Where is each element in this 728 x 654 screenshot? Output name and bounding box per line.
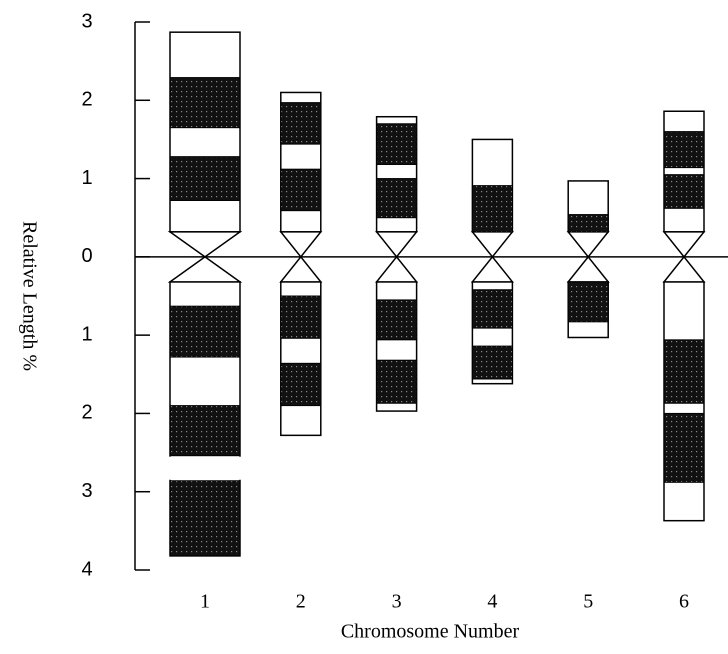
- band: [170, 481, 240, 556]
- band: [664, 340, 704, 403]
- y-tick-label: 2: [81, 402, 92, 424]
- band: [472, 186, 512, 232]
- short-arm: [664, 111, 704, 232]
- band: [377, 179, 417, 218]
- band: [377, 300, 417, 340]
- y-tick-label: 1: [81, 167, 92, 189]
- y-tick-label: 3: [81, 480, 92, 502]
- x-tick-label: 5: [583, 591, 593, 613]
- x-tick-label: 2: [296, 591, 306, 613]
- y-tick-label: 1: [81, 323, 92, 345]
- band: [170, 406, 240, 456]
- gap: [168, 457, 242, 480]
- band: [281, 103, 321, 144]
- y-axis-label: Relative Length %: [18, 221, 40, 371]
- band: [664, 175, 704, 209]
- band: [281, 169, 321, 210]
- x-tick-label: 3: [392, 591, 402, 613]
- band: [568, 282, 608, 322]
- band: [281, 296, 321, 338]
- band: [472, 346, 512, 379]
- x-tick-label: 6: [679, 591, 689, 613]
- x-axis-label: Chromosome Number: [341, 621, 520, 643]
- x-tick-label: 4: [487, 591, 497, 613]
- band: [281, 363, 321, 405]
- band: [170, 306, 240, 357]
- x-tick-label: 1: [200, 591, 210, 613]
- y-tick-label: 3: [81, 10, 92, 32]
- band: [170, 157, 240, 201]
- band: [377, 360, 417, 403]
- short-arm: [170, 32, 240, 232]
- y-tick-label: 0: [81, 245, 92, 267]
- band: [664, 413, 704, 482]
- y-tick-label: 2: [81, 89, 92, 111]
- band: [568, 215, 608, 232]
- y-tick-label: 4: [81, 558, 92, 580]
- chart: Relative Length % Chromosome Number 3 2 1 0…: [0, 0, 728, 654]
- band: [377, 124, 417, 165]
- band: [170, 78, 240, 128]
- band: [664, 132, 704, 168]
- band: [472, 290, 512, 328]
